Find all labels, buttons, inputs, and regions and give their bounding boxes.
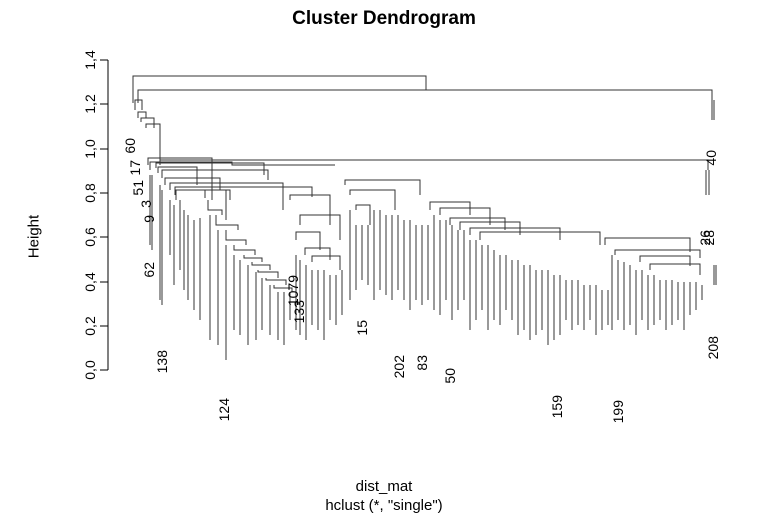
svg-text:0,0: 0,0 — [82, 360, 98, 380]
leaf-label-50: 50 — [442, 368, 458, 384]
svg-text:0,2: 0,2 — [82, 316, 98, 336]
leaf-label-3: 3 — [138, 200, 154, 208]
leaf-label-40: 40 — [703, 150, 719, 166]
leaf-label-17: 17 — [127, 160, 143, 176]
leaf-label-202: 202 — [391, 355, 407, 379]
y-axis — [100, 59, 109, 371]
svg-text:1,0: 1,0 — [82, 139, 98, 159]
leaf-label-62: 62 — [141, 262, 157, 278]
leaf-label-124: 124 — [216, 398, 232, 422]
svg-text:0,6: 0,6 — [82, 227, 98, 247]
svg-text:1,2: 1,2 — [82, 94, 98, 114]
leaf-label-9: 9 — [141, 215, 157, 223]
chart-subtitle: hclust (*, "single") — [325, 497, 443, 514]
dendrogram-branches — [132, 75, 717, 360]
leaf-label-138: 138 — [154, 350, 170, 374]
svg-text:0,4: 0,4 — [82, 272, 98, 292]
leaf-label-83: 83 — [414, 355, 430, 371]
svg-text:1,4: 1,4 — [82, 50, 98, 70]
leaf-label-28: 28 — [701, 230, 717, 246]
chart-title: Cluster Dendrogram — [292, 8, 476, 29]
leaf-label-133: 133 — [291, 300, 307, 324]
svg-text:0,8: 0,8 — [82, 183, 98, 203]
leaf-label-1079: 1079 — [285, 275, 301, 306]
leaf-label-15: 15 — [354, 320, 370, 336]
x-axis-label: dist_mat — [355, 478, 413, 495]
leaf-label-26: 26 — [697, 230, 713, 246]
leaf-label-60: 60 — [122, 138, 138, 154]
leaf-label-199: 199 — [610, 400, 626, 424]
leaf-label-51: 51 — [130, 180, 146, 196]
leaf-label-159: 159 — [549, 395, 565, 419]
y-tick-labels: 0,0 0,2 0,4 0,6 0,8 1,0 1,2 1,4 — [82, 50, 98, 380]
leaf-labels: 40 28 26 60 17 51 3 9 62 138 124 133 107… — [122, 138, 721, 424]
leaf-label-208: 208 — [705, 336, 721, 360]
